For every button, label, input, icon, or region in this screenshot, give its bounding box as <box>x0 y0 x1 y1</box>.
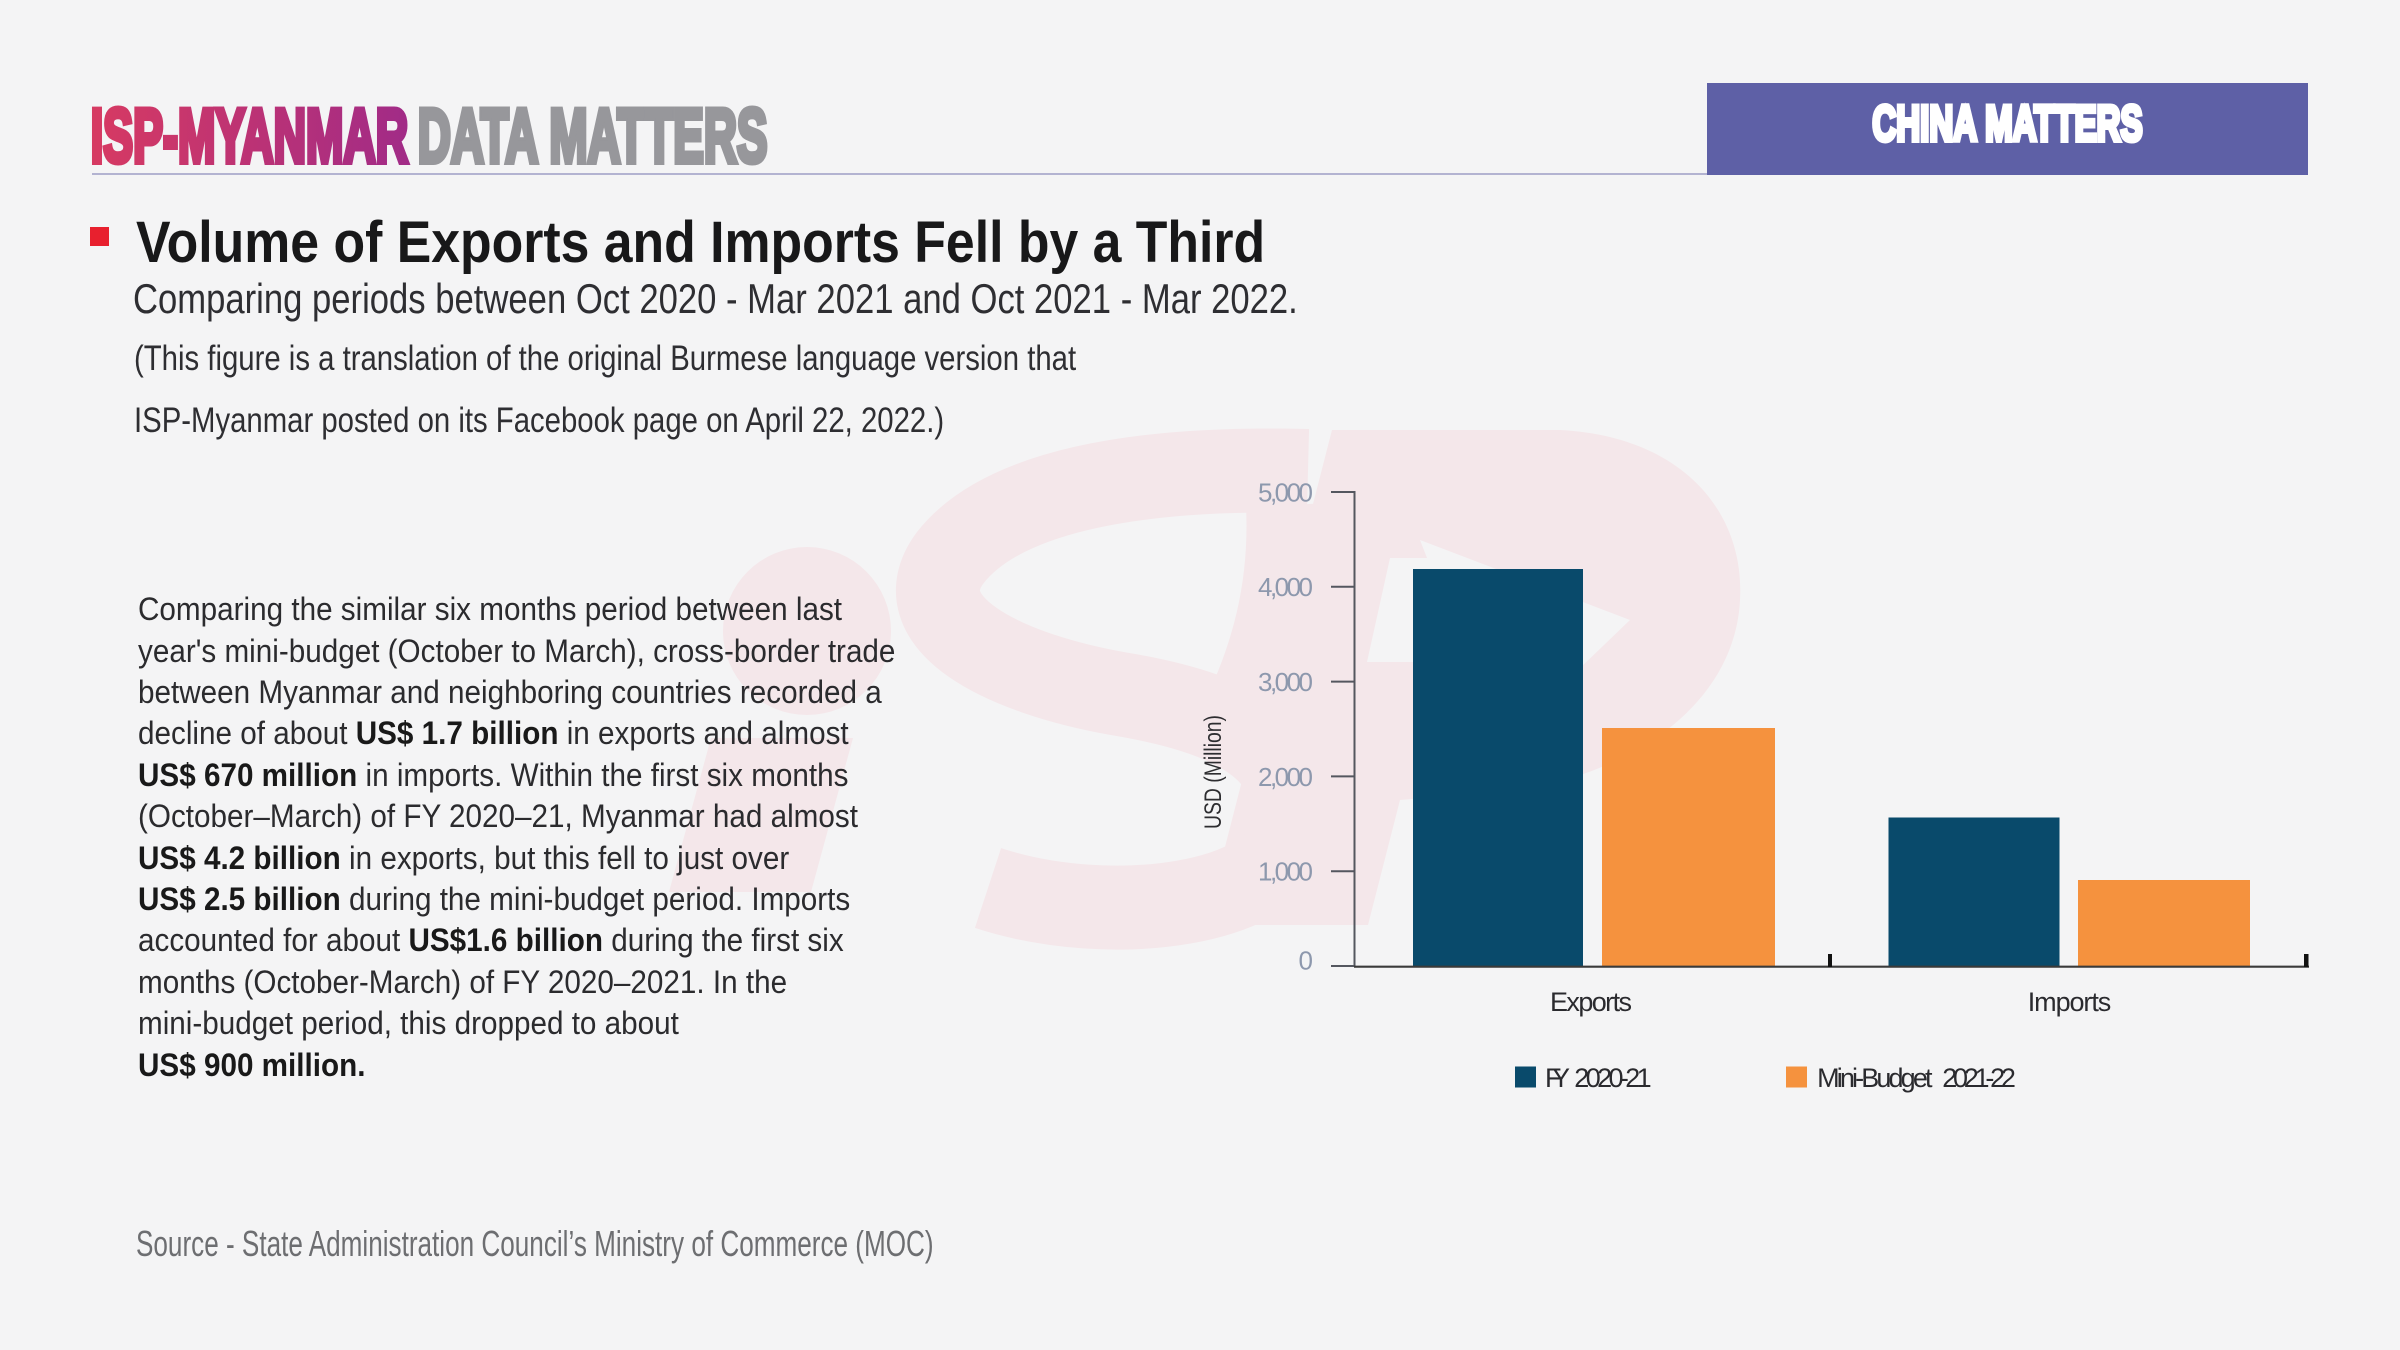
svg-text:4,000: 4,000 <box>1258 572 1313 602</box>
svg-text:2020-21: 2020-21 <box>1574 1063 1651 1093</box>
svg-text:2021-22: 2021-22 <box>1942 1063 2016 1093</box>
svg-text:Imports: Imports <box>2028 987 2112 1017</box>
svg-text:ISP-MYANMAR: ISP-MYANMAR <box>91 95 408 179</box>
svg-text:1,000: 1,000 <box>1258 857 1313 887</box>
svg-text:USD (Million): USD (Million) <box>1200 715 1227 829</box>
svg-text:DATA MATTERS: DATA MATTERS <box>418 94 768 179</box>
svg-text:CHINA MATTERS: CHINA MATTERS <box>1872 96 2142 151</box>
svg-text:FY: FY <box>1545 1063 1570 1093</box>
svg-text:5,000: 5,000 <box>1258 477 1313 507</box>
svg-text:2,000: 2,000 <box>1258 762 1313 792</box>
svg-text:Exports: Exports <box>1550 987 1632 1017</box>
svg-text:3,000: 3,000 <box>1258 667 1313 697</box>
svg-text:Mini-Budget: Mini-Budget <box>1817 1063 1933 1093</box>
svg-text:0: 0 <box>1299 946 1313 976</box>
